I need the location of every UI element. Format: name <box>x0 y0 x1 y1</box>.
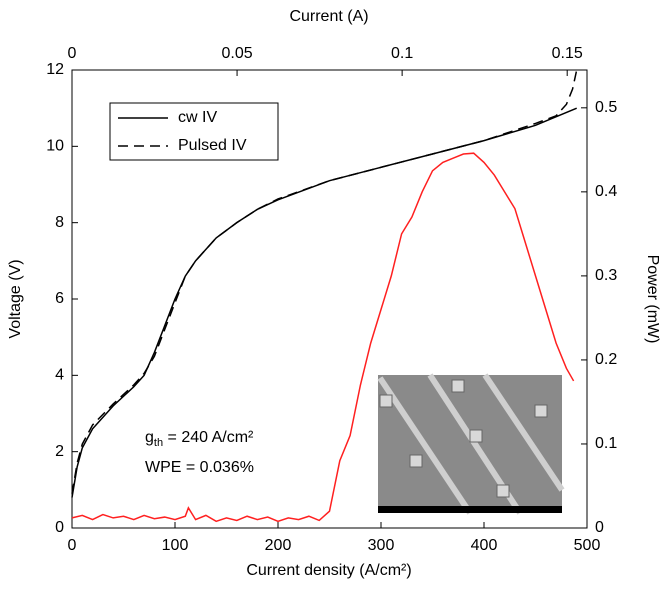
y2-tick-label: 0.2 <box>595 351 617 368</box>
y-tick-label: 12 <box>46 61 64 78</box>
x-tick-label: 0 <box>68 537 77 554</box>
series-line <box>71 152 575 523</box>
y2-tick-label: 0.1 <box>595 435 617 452</box>
x-tick-label: 300 <box>368 537 395 554</box>
x2-tick-label: 0.1 <box>391 45 413 62</box>
y2-tick-label: 0.5 <box>595 99 617 116</box>
x-tick-label: 100 <box>162 537 189 554</box>
x-tick-label: 200 <box>265 537 292 554</box>
y2-axis-label: Power (mW) <box>644 255 661 344</box>
x2-tick-label: 0.05 <box>221 45 252 62</box>
y-tick-label: 8 <box>55 214 64 231</box>
x2-tick-label: 0 <box>68 45 77 62</box>
annotation-symbol: g <box>145 429 154 446</box>
legend-label: Pulsed IV <box>178 137 247 154</box>
y-tick-label: 0 <box>55 519 64 536</box>
annotation: WPE = 0.036% <box>145 459 254 476</box>
x2-tick-label: 0.15 <box>552 45 583 62</box>
y-tick-label: 2 <box>55 443 64 460</box>
y-tick-label: 6 <box>55 290 64 307</box>
x-tick-label: 500 <box>574 537 601 554</box>
y-axis-label: Voltage (V) <box>7 259 24 338</box>
y-tick-label: 4 <box>55 367 64 384</box>
y2-tick-label: 0.3 <box>595 267 617 284</box>
legend-label: cw IV <box>178 109 217 126</box>
annotation-subscript: th <box>154 437 163 449</box>
legend <box>109 102 279 161</box>
inset-image <box>377 373 565 515</box>
x-axis-label: Current density (A/cm²) <box>246 562 411 579</box>
annotation-text: = 240 A/cm² <box>163 429 254 446</box>
series-line <box>71 69 578 494</box>
y-tick-label: 10 <box>46 138 64 155</box>
x2-axis-label: Current (A) <box>289 8 368 25</box>
y2-tick-label: 0 <box>595 519 604 536</box>
annotation: gth = 240 A/cm² <box>145 429 254 449</box>
x-tick-label: 400 <box>471 537 498 554</box>
y2-tick-label: 0.4 <box>595 183 617 200</box>
